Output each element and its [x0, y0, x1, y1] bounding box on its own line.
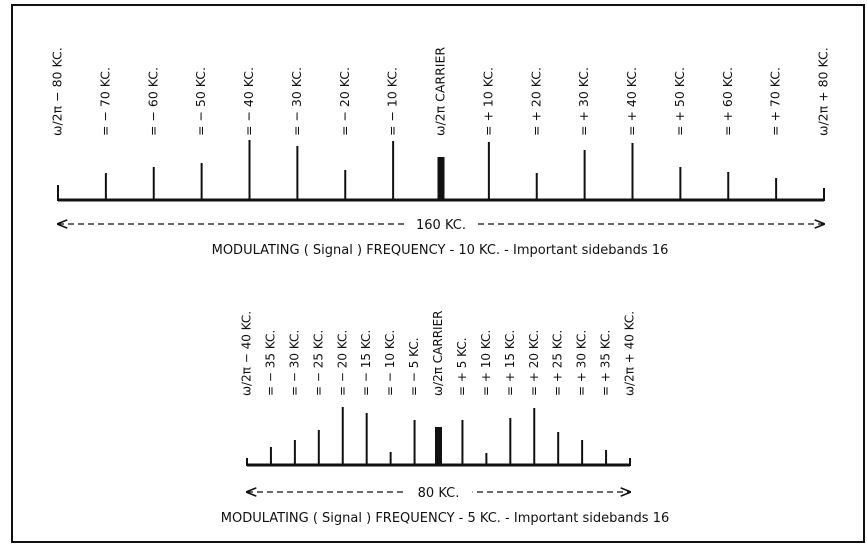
frequency-label: = − 30 KC.	[289, 67, 304, 136]
border	[11, 4, 865, 543]
frequency-label: = + 35 KC.	[599, 330, 613, 396]
frequency-label: = − 25 KC.	[311, 330, 325, 396]
frequency-label: = − 60 KC.	[145, 67, 160, 136]
frequency-label: = + 25 KC.	[551, 330, 565, 396]
frequency-label: = + 70 KC.	[768, 67, 783, 136]
frequency-label: = − 70 KC.	[97, 67, 112, 136]
frequency-label: = + 30 KC.	[576, 67, 591, 136]
frequency-label: = + 40 KC.	[624, 67, 639, 136]
span-label: 80 KC.	[418, 486, 460, 501]
frequency-label: ω/2π + 40 KC.	[623, 311, 637, 396]
caption: MODULATING ( Signal ) FREQUENCY - 10 KC.…	[212, 243, 669, 258]
span-label-bg	[407, 215, 475, 233]
frequency-label: = + 30 KC.	[575, 330, 589, 396]
caption: MODULATING ( Signal ) FREQUENCY - 5 KC. …	[221, 511, 670, 526]
frequency-label: = + 15 KC.	[503, 330, 517, 396]
frequency-label: = − 35 KC.	[263, 330, 277, 396]
frequency-label: = − 50 KC.	[193, 67, 208, 136]
frequency-label: = + 20 KC.	[528, 67, 543, 136]
frequency-label: = + 50 KC.	[672, 67, 687, 136]
frequency-label: = − 10 KC.	[383, 330, 397, 396]
frequency-label: ω/2π CARRIER	[433, 47, 448, 136]
frequency-label: = + 20 KC.	[527, 330, 541, 396]
frequency-label: = − 30 KC.	[287, 330, 301, 396]
frequency-label: = + 10 KC.	[480, 67, 495, 136]
frequency-label: = − 5 KC.	[407, 337, 421, 396]
frequency-label: = + 5 KC.	[455, 337, 469, 396]
frequency-label: ω/2π − 80 KC.	[50, 47, 65, 136]
span-label-bg	[404, 483, 473, 501]
frequency-label: = + 10 KC.	[479, 330, 493, 396]
frequency-label: = − 10 KC.	[385, 67, 400, 136]
frequency-label: = − 20 KC.	[337, 67, 352, 136]
frequency-label: ω/2π CARRIER	[431, 311, 445, 397]
frequency-label: = + 60 KC.	[720, 67, 735, 136]
frequency-label: ω/2π − 40 KC.	[240, 311, 254, 396]
frequency-label: = − 40 KC.	[241, 67, 256, 136]
frequency-label: ω/2π + 80 KC.	[816, 47, 831, 136]
frequency-label: = − 15 KC.	[359, 330, 373, 396]
frequency-label: = − 20 KC.	[335, 330, 349, 396]
span-label: 160 KC.	[416, 218, 466, 233]
